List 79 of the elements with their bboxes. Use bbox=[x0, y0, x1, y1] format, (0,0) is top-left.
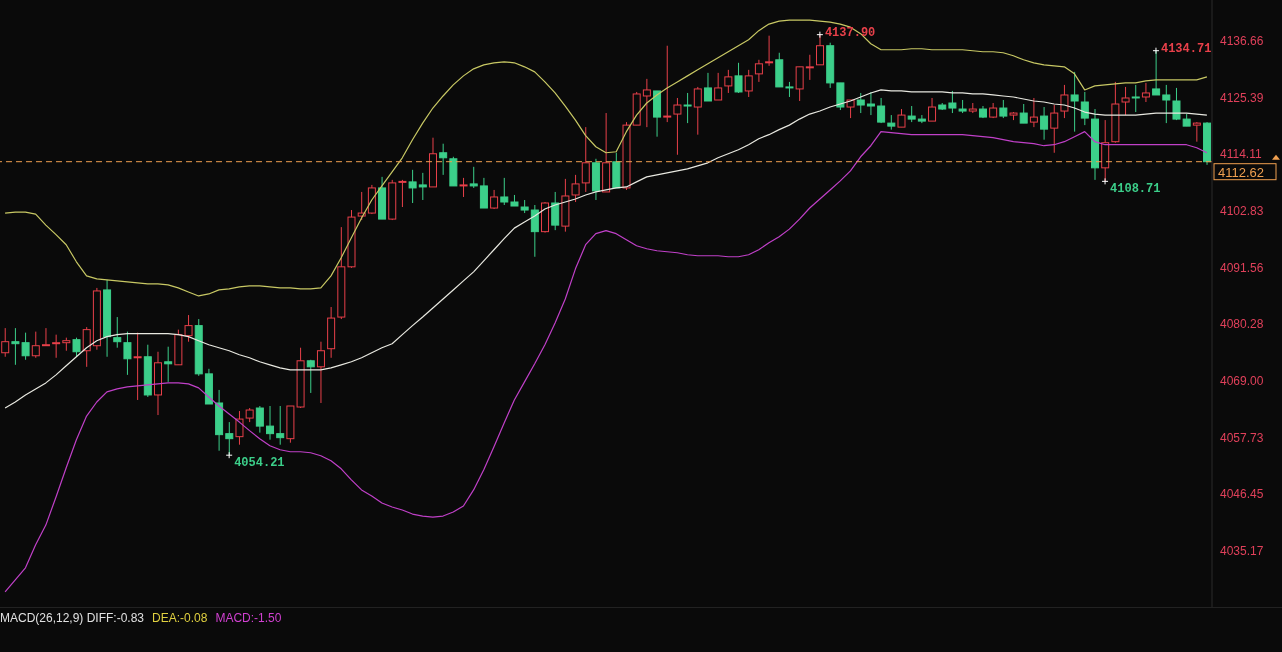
text: MACD:-1.50 bbox=[215, 611, 282, 625]
candlestick bbox=[479, 177, 488, 209]
candlestick bbox=[113, 316, 122, 349]
candlestick bbox=[1162, 84, 1171, 124]
candlestick bbox=[693, 86, 702, 136]
candlestick bbox=[408, 169, 417, 204]
candlestick bbox=[469, 166, 478, 189]
candlestick bbox=[866, 91, 875, 116]
candlestick bbox=[439, 143, 448, 176]
candlestick bbox=[1070, 71, 1079, 133]
candlestick bbox=[1131, 84, 1140, 113]
candlestick bbox=[877, 97, 886, 124]
y-tick-label: 4035.17 bbox=[1220, 544, 1264, 559]
candlestick bbox=[724, 69, 733, 94]
candlestick bbox=[1172, 87, 1181, 121]
candlestick bbox=[316, 341, 325, 404]
y-tick-label: 4091.56 bbox=[1220, 260, 1264, 275]
y-tick-label: 4125.39 bbox=[1220, 90, 1264, 105]
candlestick bbox=[530, 204, 539, 258]
line-series bbox=[4, 89, 1208, 409]
candlestick bbox=[266, 405, 275, 441]
y-tick-label: 4046.45 bbox=[1220, 487, 1264, 502]
annotation: 4054.21 bbox=[234, 456, 285, 471]
text: MACD(26,12,9) DIFF:-0.83 bbox=[0, 611, 145, 625]
annotation: 4108.71 bbox=[1110, 182, 1161, 197]
candlestick bbox=[235, 410, 244, 446]
y-tick-label: 4114.11 bbox=[1220, 147, 1262, 162]
candlestick bbox=[276, 405, 285, 446]
candlestick bbox=[72, 337, 81, 358]
candlestick bbox=[673, 97, 682, 156]
candlestick bbox=[642, 78, 651, 128]
candlestick bbox=[82, 326, 91, 368]
candlestick bbox=[703, 72, 712, 102]
candlestick bbox=[1121, 86, 1130, 116]
candlestick bbox=[306, 359, 315, 394]
candlestick bbox=[754, 59, 763, 83]
candlestick bbox=[744, 69, 753, 98]
candlestick bbox=[31, 331, 40, 359]
candlestick bbox=[734, 62, 743, 94]
candlestick bbox=[765, 35, 774, 67]
candlestick bbox=[663, 45, 672, 123]
candlestick bbox=[133, 332, 142, 401]
y-tick-label: 4057.73 bbox=[1220, 430, 1264, 445]
candlestick bbox=[795, 66, 804, 102]
candlestick bbox=[683, 92, 692, 124]
candlestick bbox=[1141, 82, 1150, 103]
ref-line-label: 4112.62 bbox=[1218, 164, 1265, 180]
candlestick bbox=[52, 334, 61, 359]
y-tick-label: 4102.83 bbox=[1220, 204, 1264, 219]
candlestick bbox=[714, 72, 723, 101]
text: DEA:-0.08 bbox=[152, 611, 208, 625]
candlestick bbox=[999, 99, 1008, 119]
candlestick bbox=[581, 126, 590, 193]
annotation: 4134.71 bbox=[1160, 41, 1212, 56]
candlestick bbox=[1050, 104, 1059, 154]
y-tick-label: 4069.00 bbox=[1220, 374, 1264, 389]
y-tick-label: 4080.28 bbox=[1220, 317, 1264, 332]
candlestick bbox=[41, 327, 50, 347]
candlestick bbox=[917, 114, 926, 124]
candlestick bbox=[418, 172, 427, 201]
candlestick bbox=[928, 97, 937, 122]
candlestick bbox=[897, 108, 906, 128]
candlestick bbox=[500, 177, 509, 206]
line-series bbox=[4, 131, 1208, 593]
candlestick bbox=[459, 177, 468, 198]
candlestick bbox=[164, 346, 173, 383]
candlestick bbox=[1080, 91, 1089, 126]
candlestick bbox=[1060, 84, 1069, 119]
candlestick bbox=[551, 191, 560, 231]
candlestick bbox=[1192, 121, 1201, 143]
candlestick bbox=[398, 179, 407, 208]
candlestick bbox=[123, 331, 132, 376]
candlestick bbox=[1019, 103, 1028, 124]
y-tick-label: 4136.66 bbox=[1220, 34, 1264, 49]
candlestick bbox=[1040, 106, 1049, 141]
candlestick bbox=[1029, 97, 1038, 128]
candlestick bbox=[255, 405, 264, 434]
candlestick bbox=[805, 54, 814, 81]
candlestick bbox=[856, 92, 865, 114]
